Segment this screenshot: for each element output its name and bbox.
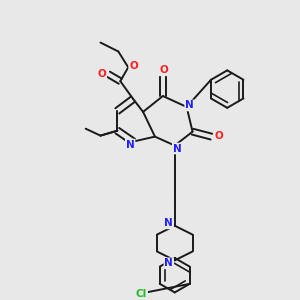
Text: Cl: Cl [136,290,147,299]
Text: N: N [185,100,194,110]
Text: O: O [98,69,106,79]
Text: N: N [173,143,182,154]
Text: O: O [129,61,138,71]
Text: O: O [214,131,223,141]
Text: O: O [159,65,168,75]
Text: N: N [164,218,173,228]
Text: N: N [164,258,173,268]
Text: N: N [126,140,135,149]
